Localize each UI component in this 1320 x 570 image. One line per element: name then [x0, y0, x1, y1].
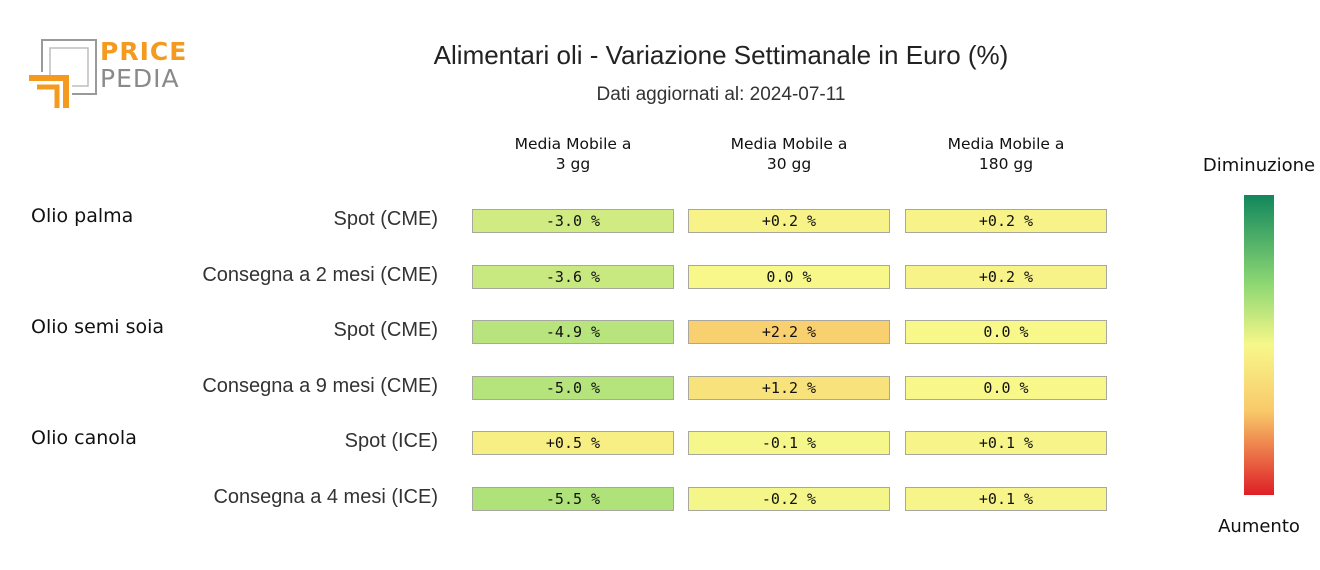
- column-header-line2: 180 gg: [978, 155, 1034, 173]
- group-label: Olio canola: [31, 427, 137, 449]
- column-header-line2: 3 gg: [555, 155, 591, 173]
- heatmap-cell: -5.5 %: [472, 486, 674, 511]
- heatmap-cell: -3.0 %: [472, 209, 674, 233]
- row-label: Spot (ICE): [344, 430, 438, 452]
- column-header-line1: Media Mobile a: [947, 135, 1065, 153]
- heatmap-cell: +0.2 %: [905, 264, 1107, 289]
- group-label: Olio semi soia: [31, 316, 165, 338]
- row-label: Consegna a 4 mesi (ICE): [213, 485, 438, 508]
- pricepedia-logo-mark: [29, 39, 97, 108]
- row-label: Consegna a 2 mesi (CME): [202, 263, 438, 286]
- chart-subtitle: Dati aggiornati al: 2024-07-11: [596, 84, 846, 105]
- heatmap-cell: 0.0 %: [905, 375, 1107, 400]
- chart-title: Alimentari oli - Variazione Settimanale …: [433, 40, 1009, 70]
- heatmap-cell: +2.2 %: [688, 320, 890, 344]
- group-label: Olio palma: [31, 205, 134, 227]
- heatmap-cell: -5.0 %: [472, 375, 674, 400]
- row-label: Spot (CME): [333, 208, 438, 230]
- legend-top-label: Diminuzione: [1202, 155, 1316, 176]
- heatmap-cell: -0.2 %: [688, 486, 890, 511]
- heatmap-cell: +1.2 %: [688, 375, 890, 400]
- heatmap-cell: +0.2 %: [905, 209, 1107, 233]
- row-label: Consegna a 9 mesi (CME): [202, 374, 438, 397]
- logo-price-text: PRICE: [100, 37, 188, 66]
- heatmap-cell: +0.2 %: [688, 209, 890, 233]
- heatmap-cell: +0.5 %: [472, 431, 674, 455]
- heatmap-cell: -0.1 %: [688, 431, 890, 455]
- pricepedia-logo: PRICE PEDIA: [28, 36, 188, 112]
- heatmap-cell: +0.1 %: [905, 486, 1107, 511]
- column-header-line1: Media Mobile a: [514, 135, 632, 153]
- heatmap-cell: 0.0 %: [688, 264, 890, 289]
- legend-bottom-label: Aumento: [1218, 516, 1300, 537]
- heatmap-cell: -3.6 %: [472, 264, 674, 289]
- column-header: Media Mobile a 30 gg: [688, 134, 890, 174]
- color-scale-bar: [1244, 195, 1274, 495]
- heatmap-cell: -4.9 %: [472, 320, 674, 344]
- column-header: Media Mobile a 3 gg: [472, 134, 674, 174]
- column-header: Media Mobile a 180 gg: [905, 134, 1107, 174]
- heatmap-cell: +0.1 %: [905, 431, 1107, 455]
- column-header-line2: 30 gg: [766, 155, 812, 173]
- row-label: Spot (CME): [333, 319, 438, 341]
- column-header-line1: Media Mobile a: [730, 135, 848, 153]
- heatmap-cell: 0.0 %: [905, 320, 1107, 344]
- logo-pedia-text: PEDIA: [100, 64, 180, 93]
